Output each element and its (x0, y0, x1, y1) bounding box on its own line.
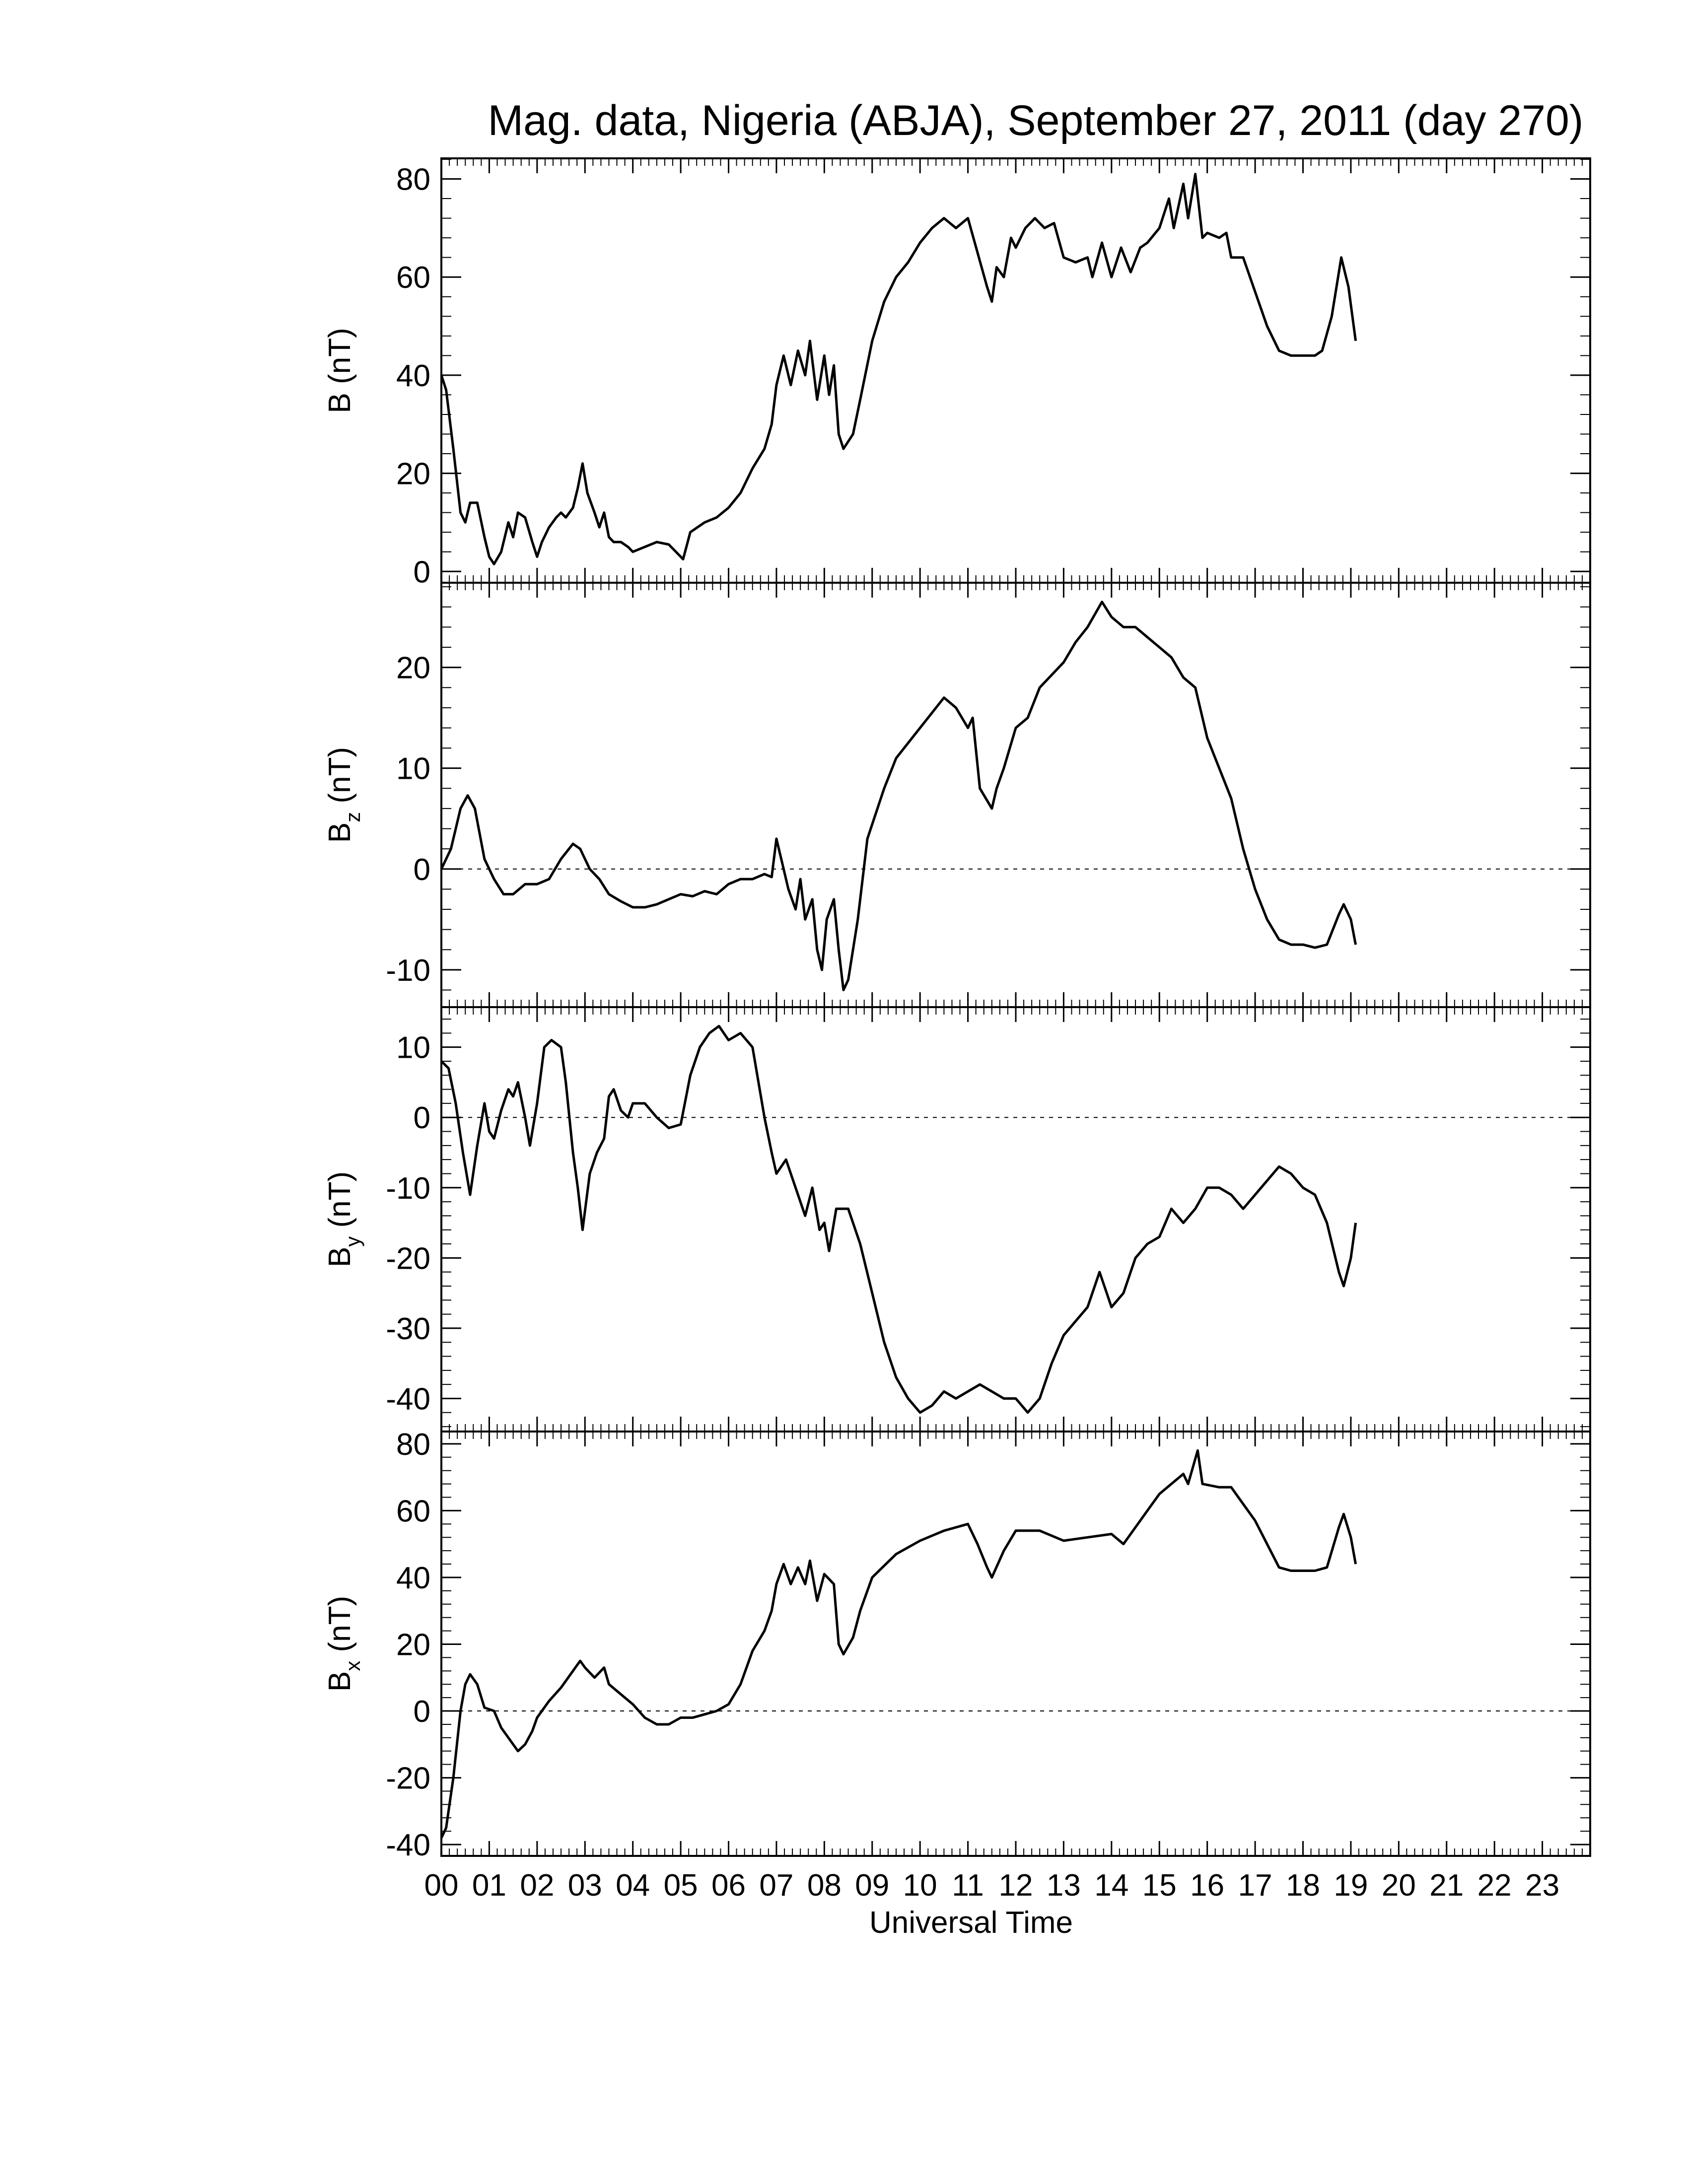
x-tick-label: 06 (711, 1868, 746, 1903)
x-tick-label: 20 (1382, 1868, 1416, 1903)
y-tick-label: 0 (414, 555, 430, 589)
y-tick-label: 20 (396, 1628, 430, 1662)
x-tick-label: 14 (1094, 1868, 1128, 1903)
x-tick-label: 08 (807, 1868, 842, 1903)
y-label-sub: y (341, 1236, 364, 1247)
x-tick-label: 00 (424, 1868, 459, 1903)
y-tick-label: 0 (414, 1101, 430, 1135)
y-label-base: B (323, 393, 357, 413)
y-tick-label: 80 (396, 163, 430, 197)
y-label-unit: (nT) (323, 1171, 357, 1236)
y-axis-label: B (nT) (323, 328, 357, 413)
y-tick-label: 10 (396, 1031, 430, 1065)
y-axis-label: Bz (nT) (323, 747, 364, 843)
y-label-base: B (323, 822, 357, 843)
x-tick-label: 23 (1525, 1868, 1559, 1903)
y-tick-label: 80 (396, 1428, 430, 1462)
data-line (440, 601, 1357, 991)
y-axis-label: Bx (nT) (323, 1596, 364, 1692)
x-tick-label: 21 (1429, 1868, 1464, 1903)
x-tick-label: 07 (759, 1868, 793, 1903)
y-tick-label: 0 (414, 1695, 430, 1729)
y-tick-label: -40 (386, 1828, 430, 1862)
data-line (440, 1024, 1357, 1414)
data-line (440, 1449, 1357, 1839)
y-label-unit: (nT) (323, 328, 357, 393)
y-tick-label: 0 (414, 853, 430, 887)
data-line (440, 173, 1357, 565)
y-label-unit: (nT) (323, 747, 357, 812)
x-tick-label: 18 (1286, 1868, 1320, 1903)
chart-title: Mag. data, Nigeria (ABJA), September 27,… (488, 97, 1584, 144)
x-tick-label: 16 (1190, 1868, 1224, 1903)
y-tick-label: 20 (396, 457, 430, 491)
x-tick-label: 02 (520, 1868, 554, 1903)
x-tick-label: 22 (1477, 1868, 1512, 1903)
y-tick-label: 60 (396, 1494, 430, 1528)
x-tick-label: 04 (616, 1868, 650, 1903)
y-tick-label: 40 (396, 359, 430, 393)
y-tick-label: 40 (396, 1561, 430, 1595)
x-tick-label: 10 (903, 1868, 937, 1903)
x-tick-label: 09 (855, 1868, 889, 1903)
y-label-base: B (323, 1247, 357, 1267)
y-tick-label: -40 (386, 1382, 430, 1416)
y-tick-label: 10 (396, 752, 430, 786)
x-tick-label: 05 (664, 1868, 698, 1903)
y-label-sub: z (341, 812, 364, 822)
y-tick-label: -20 (386, 1241, 430, 1276)
x-tick-label: 12 (999, 1868, 1033, 1903)
x-tick-label: 15 (1142, 1868, 1177, 1903)
y-label-sub: x (341, 1661, 364, 1671)
x-tick-label: 19 (1334, 1868, 1368, 1903)
y-label-unit: (nT) (323, 1596, 357, 1661)
x-tick-label: 03 (568, 1868, 602, 1903)
y-tick-label: 20 (396, 651, 430, 685)
x-tick-label: 01 (472, 1868, 506, 1903)
y-tick-label: -10 (386, 1171, 430, 1206)
y-tick-label: -20 (386, 1762, 430, 1796)
x-tick-label: 11 (952, 1868, 984, 1903)
y-label-base: B (323, 1671, 357, 1692)
x-axis-label: Universal Time (869, 1906, 1073, 1940)
x-tick-label: 13 (1047, 1868, 1081, 1903)
y-tick-label: 60 (396, 261, 430, 295)
x-tick-label: 17 (1238, 1868, 1272, 1903)
y-axis-label: By (nT) (323, 1171, 364, 1267)
y-tick-label: -10 (386, 954, 430, 988)
y-tick-label: -30 (386, 1312, 430, 1346)
